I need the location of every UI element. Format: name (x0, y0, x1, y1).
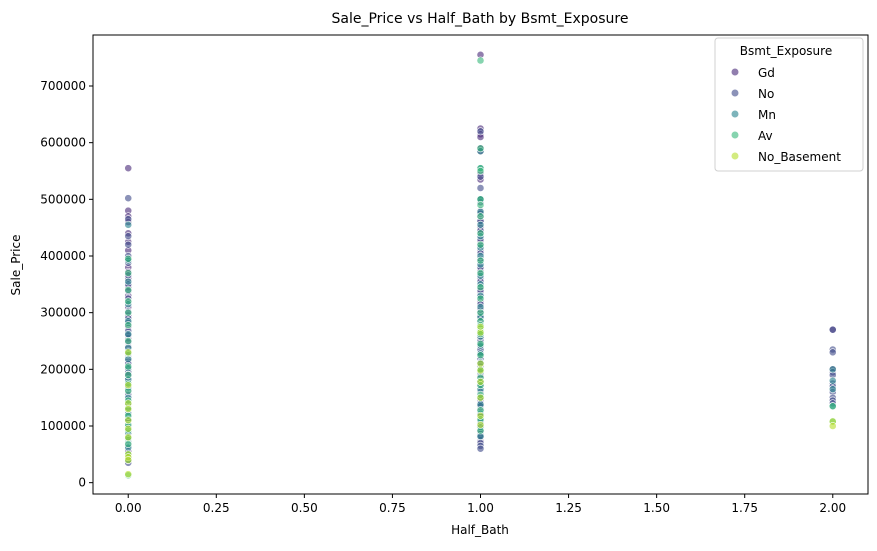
data-point (828, 376, 837, 385)
x-tick-label: 1.75 (731, 501, 758, 515)
y-tick-label: 0 (78, 476, 86, 490)
legend: Bsmt_Exposure Gd No Mn Av No_Basement (714, 37, 864, 172)
data-point (476, 444, 485, 453)
data-point (476, 127, 485, 136)
data-point (124, 194, 133, 203)
x-tick-label: 0.25 (203, 501, 230, 515)
data-point (124, 321, 133, 330)
data-point (476, 56, 485, 65)
y-axis-ticks: 0 100000 200000 300000 400000 500000 600000 700… (40, 79, 93, 490)
data-point (476, 393, 485, 402)
data-point (476, 269, 485, 277)
data-point (124, 240, 133, 249)
x-tick-label: 0.00 (115, 501, 142, 515)
data-point (124, 470, 133, 479)
points-layer (124, 50, 837, 480)
x-tick-label: 2.00 (819, 501, 846, 515)
data-point (124, 371, 133, 379)
data-point (476, 366, 485, 375)
y-tick-label: 300000 (40, 306, 86, 320)
legend-marker (730, 88, 740, 98)
data-point (476, 184, 485, 192)
data-point (476, 377, 485, 386)
data-point (476, 283, 485, 292)
data-point (476, 294, 485, 303)
data-point (476, 229, 485, 238)
data-point (124, 254, 133, 263)
data-point (124, 297, 133, 306)
data-point (476, 339, 485, 348)
data-point (476, 256, 485, 265)
data-point (124, 269, 133, 277)
data-point (828, 385, 837, 394)
data-point (476, 420, 485, 429)
data-point (124, 362, 133, 371)
x-axis-label: Half_Bath (451, 523, 509, 537)
data-point (124, 308, 133, 317)
data-point (828, 348, 837, 357)
x-tick-label: 0.50 (291, 501, 318, 515)
data-point (476, 212, 485, 221)
data-point (124, 348, 133, 357)
data-point (124, 330, 133, 339)
data-point (124, 456, 133, 464)
data-point (124, 286, 133, 294)
legend-label: Av (758, 129, 773, 143)
data-point (124, 381, 133, 390)
data-point (828, 402, 837, 411)
data-point (828, 365, 837, 374)
y-tick-label: 700000 (40, 79, 86, 93)
legend-marker (730, 109, 740, 119)
legend-items: Gd No Mn Av No_Basement (730, 66, 841, 164)
data-point (476, 144, 485, 153)
data-point (828, 422, 837, 430)
legend-label: Gd (758, 66, 775, 80)
data-point (476, 411, 485, 420)
legend-marker (730, 151, 740, 161)
data-point (476, 328, 485, 337)
legend-label: No_Basement (758, 150, 841, 164)
legend-frame (714, 37, 864, 172)
legend-marker (730, 67, 740, 77)
data-point (476, 220, 485, 229)
data-point (124, 440, 133, 449)
data-point (124, 433, 133, 442)
y-tick-label: 200000 (40, 362, 86, 376)
x-axis-ticks: 0.00 0.25 0.50 0.75 1.00 1.25 1.50 1.75 2.00 (115, 494, 846, 515)
legend-label: No (758, 87, 774, 101)
legend-title: Bsmt_Exposure (740, 44, 832, 58)
data-point (476, 308, 485, 317)
data-point (476, 359, 485, 368)
x-tick-label: 1.50 (643, 501, 670, 515)
data-point (124, 220, 133, 229)
data-point (828, 325, 837, 334)
y-tick-label: 500000 (40, 192, 86, 206)
data-point (124, 277, 133, 286)
legend-marker (730, 130, 740, 140)
y-tick-label: 600000 (40, 136, 86, 150)
data-point (476, 351, 485, 360)
data-point (124, 337, 133, 345)
x-tick-label: 1.00 (467, 501, 494, 515)
data-point (124, 405, 133, 413)
x-tick-label: 1.25 (555, 501, 582, 515)
chart-title: Sale_Price vs Half_Bath by Bsmt_Exposure (332, 11, 629, 27)
data-point (476, 201, 485, 209)
data-point (124, 164, 133, 173)
data-point (124, 232, 133, 241)
legend-label: Mn (758, 108, 776, 122)
y-tick-label: 100000 (40, 419, 86, 433)
data-point (124, 416, 133, 425)
data-point (476, 167, 485, 175)
data-point (124, 424, 133, 433)
y-axis-label: Sale_Price (9, 235, 23, 296)
y-tick-label: 400000 (40, 249, 86, 263)
x-tick-label: 0.75 (379, 501, 406, 515)
data-point (476, 240, 485, 249)
